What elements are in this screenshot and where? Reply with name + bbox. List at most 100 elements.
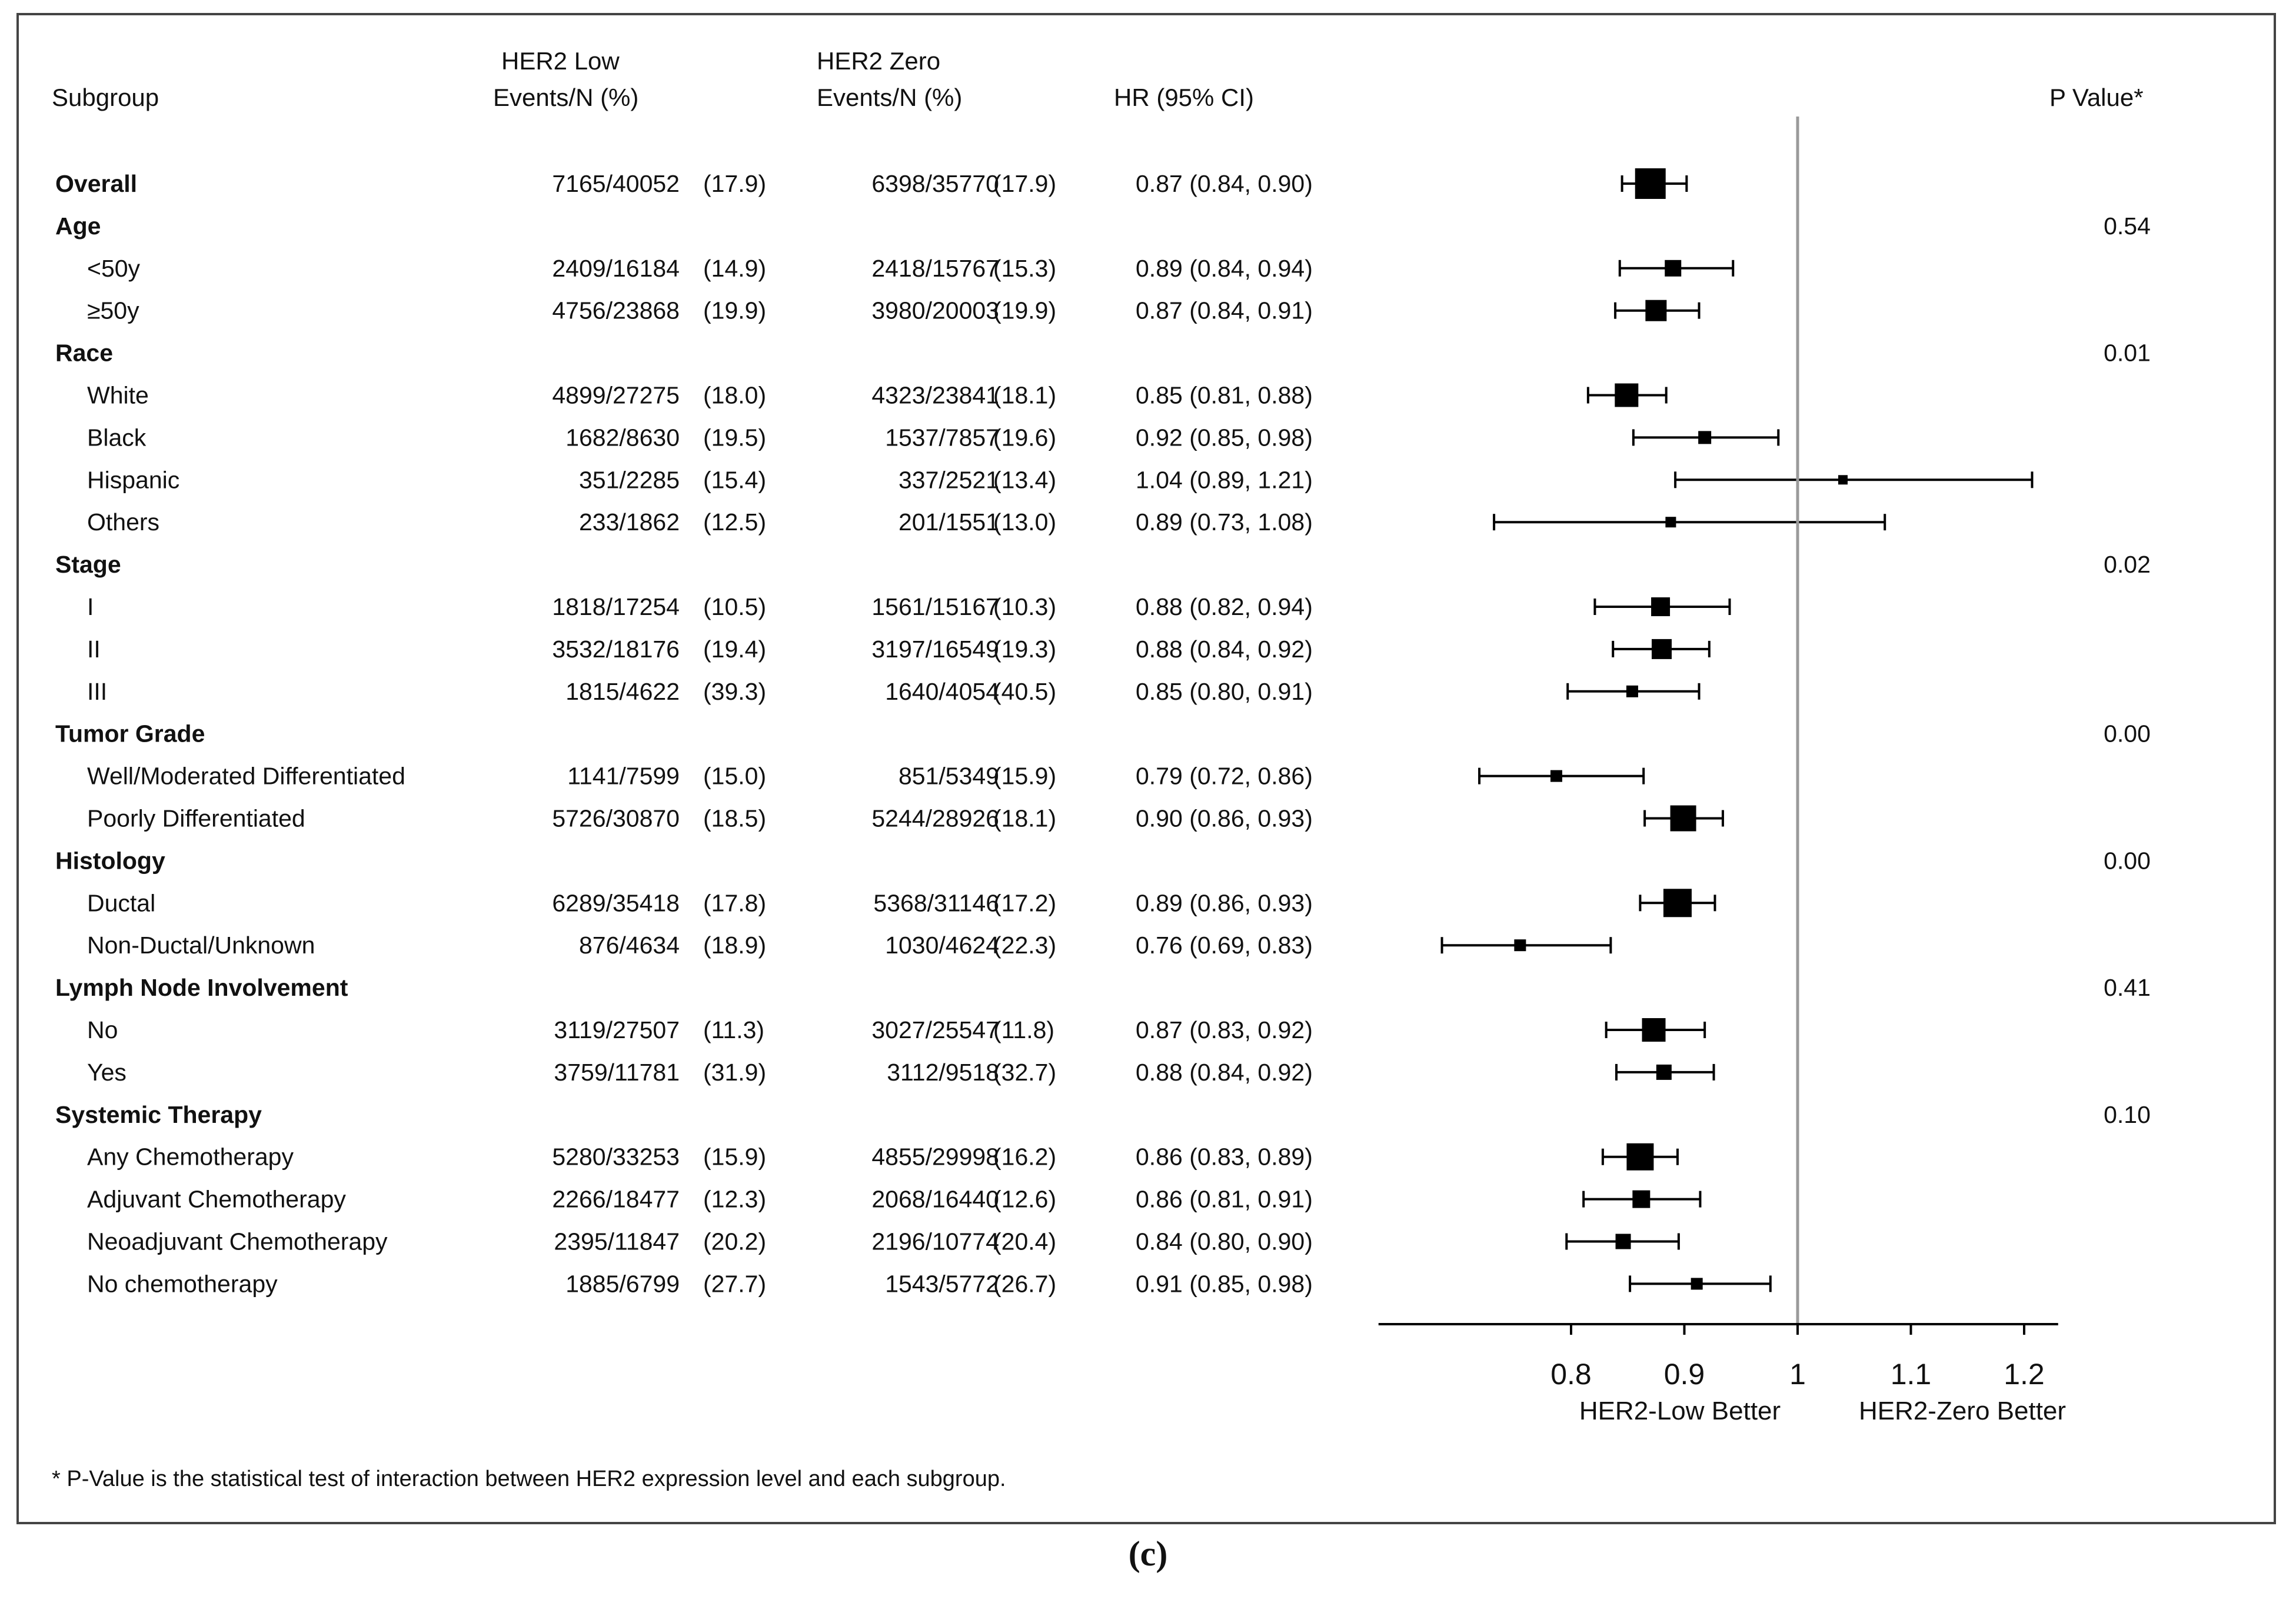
her2-zero-events: 3112/9518: [887, 1059, 999, 1086]
point-estimate: [1626, 685, 1638, 697]
hazard-ratio-text: 0.89 (0.86, 0.93): [1136, 889, 1313, 916]
subgroup-label: White: [87, 382, 149, 409]
her2-zero-events: 5244/28926: [871, 805, 999, 832]
point-estimate: [1663, 889, 1692, 917]
x-tick-label: 0.8: [1550, 1358, 1592, 1391]
her2-low-percent: (14.9): [703, 255, 766, 282]
her2-zero-percent: (16.2): [993, 1143, 1056, 1171]
plot-area: [1440, 168, 2034, 1292]
point-estimate: [1635, 168, 1666, 199]
hazard-ratio-text: 0.84 (0.80, 0.90): [1136, 1228, 1313, 1255]
her2-zero-events: 2418/15767: [871, 255, 999, 282]
her2-zero-events: 4323/23841: [871, 382, 999, 409]
x-tick-label: 1.1: [1891, 1358, 1932, 1391]
group-label: Histology: [55, 847, 165, 874]
her2-zero-percent: (10.3): [993, 593, 1056, 620]
subgroup-label: Others: [87, 508, 159, 536]
subgroup-label: Any Chemotherapy: [87, 1143, 294, 1171]
her2-zero-events: 2196/10774: [871, 1228, 999, 1255]
her2-low-events: 1818/17254: [552, 593, 680, 620]
her2-low-events: 1815/4622: [565, 678, 680, 705]
her2-zero-events: 4855/29998: [871, 1143, 999, 1171]
point-estimate: [1651, 597, 1671, 616]
subgroup-label: Poorly Differentiated: [87, 805, 305, 832]
her2-zero-percent: (15.9): [993, 763, 1056, 790]
direction-label-right: HER2-Zero Better: [1859, 1397, 2066, 1425]
hazard-ratio-text: 0.91 (0.85, 0.98): [1136, 1270, 1313, 1297]
p-value: 0.41: [2104, 974, 2151, 1001]
subgroup-label: Hispanic: [87, 466, 179, 493]
subgroup-label: Non-Ductal/Unknown: [87, 932, 315, 959]
her2-zero-events: 3027/25547: [871, 1016, 999, 1043]
her2-zero-events: 3980/20003: [871, 297, 999, 324]
subgroup-label: No: [87, 1016, 118, 1043]
her2-zero-percent: (17.9): [993, 170, 1056, 197]
her2-low-percent: (17.9): [703, 170, 766, 197]
hazard-ratio-text: 0.87 (0.84, 0.90): [1136, 170, 1313, 197]
her2-zero-percent: (15.3): [993, 255, 1056, 282]
her2-low-events: 1682/8630: [565, 424, 680, 451]
group-label: Systemic Therapy: [55, 1101, 262, 1128]
table-rows: Overall 7165/40052 (17.9) 6398/35770(17.9) 0…: [55, 170, 2151, 1297]
her2-zero-percent: (11.8): [993, 1016, 1054, 1043]
her2-zero-percent: (19.6): [993, 424, 1056, 451]
her2-zero-percent: (19.3): [993, 636, 1056, 663]
hazard-ratio-text: 0.89 (0.84, 0.94): [1136, 255, 1313, 282]
her2-low-percent: (15.4): [703, 466, 766, 493]
her2-low-events: 1885/6799: [565, 1270, 680, 1297]
group-label: Tumor Grade: [55, 720, 205, 747]
her2-low-percent: (19.9): [703, 297, 766, 324]
her2-zero-percent: (13.4): [993, 466, 1056, 493]
point-estimate: [1645, 300, 1667, 321]
her2-low-events: 233/1862: [579, 508, 680, 536]
her2-low-percent: (12.3): [703, 1186, 766, 1213]
hazard-ratio-text: 0.87 (0.84, 0.91): [1136, 297, 1313, 324]
her2-low-events: 351/2285: [579, 466, 680, 493]
her2-low-events: 5726/30870: [552, 805, 680, 832]
hazard-ratio-text: 0.90 (0.86, 0.93): [1136, 805, 1313, 832]
her2-low-events: 2395/11847: [554, 1228, 680, 1255]
her2-low-percent: (20.2): [703, 1228, 766, 1255]
header-her2-zero-sub: Events/N (%): [817, 84, 962, 111]
her2-low-events: 6289/35418: [552, 889, 680, 916]
her2-low-percent: (12.5): [703, 508, 766, 536]
hazard-ratio-text: 0.86 (0.81, 0.91): [1136, 1186, 1313, 1213]
point-estimate: [1626, 1143, 1654, 1171]
her2-zero-percent: (40.5): [993, 678, 1056, 705]
her2-zero-percent: (32.7): [993, 1059, 1056, 1086]
her2-low-percent: (18.9): [703, 932, 766, 959]
hazard-ratio-text: 0.88 (0.82, 0.94): [1136, 593, 1313, 620]
her2-low-events: 2266/18477: [552, 1186, 680, 1213]
her2-low-percent: (15.0): [703, 763, 766, 790]
hazard-ratio-text: 0.85 (0.81, 0.88): [1136, 382, 1313, 409]
her2-zero-events: 201/1551: [899, 508, 999, 536]
her2-low-percent: (18.5): [703, 805, 766, 832]
her2-zero-events: 6398/35770: [871, 170, 999, 197]
hazard-ratio-text: 0.79 (0.72, 0.86): [1136, 763, 1313, 790]
her2-low-events: 3119/27507: [554, 1016, 680, 1043]
her2-zero-events: 2068/16440: [871, 1186, 999, 1213]
subgroup-label: Adjuvant Chemotherapy: [87, 1186, 346, 1213]
figure-frame: [16, 13, 2276, 1524]
her2-low-percent: (15.9): [703, 1143, 766, 1171]
her2-zero-percent: (13.0): [993, 508, 1056, 536]
point-estimate: [1670, 805, 1696, 832]
subgroup-label: Ductal: [87, 889, 155, 916]
subgroup-label: ≥50y: [87, 297, 139, 324]
subgroup-label: No chemotherapy: [87, 1270, 278, 1297]
hazard-ratio-text: 0.88 (0.84, 0.92): [1136, 636, 1313, 663]
her2-low-percent: (17.8): [703, 889, 766, 916]
p-value: 0.02: [2104, 551, 2151, 578]
her2-zero-events: 1640/4054: [885, 678, 999, 705]
point-estimate: [1665, 517, 1676, 528]
hazard-ratio-text: 0.76 (0.69, 0.83): [1136, 932, 1313, 959]
point-estimate: [1665, 260, 1682, 277]
her2-zero-events: 3197/16549: [871, 636, 999, 663]
her2-zero-percent: (17.2): [993, 889, 1056, 916]
p-value: 0.54: [2104, 212, 2151, 240]
header-subgroup: Subgroup: [52, 84, 159, 111]
header-hr: HR (95% CI): [1114, 84, 1254, 111]
her2-zero-events: 5368/31146: [873, 889, 999, 916]
subgroup-label: Neoadjuvant Chemotherapy: [87, 1228, 388, 1255]
point-estimate: [1698, 431, 1712, 444]
